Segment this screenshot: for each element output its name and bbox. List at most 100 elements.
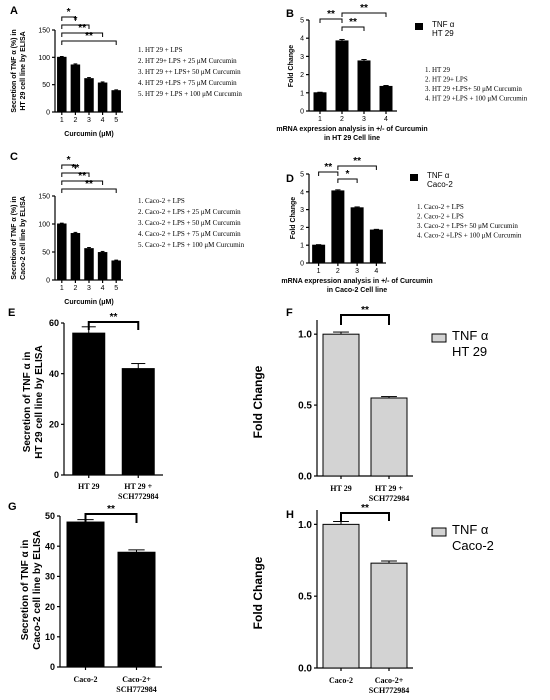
x-tick-label-f: HT 29 (330, 484, 351, 493)
x-tick-label-b: 4 (384, 116, 388, 123)
x-tick-label-d: 3 (355, 268, 359, 275)
x-tick-label-a: 3 (87, 117, 91, 124)
significance-label-g: ** (107, 504, 115, 515)
x-tick-label-a: 1 (60, 117, 64, 124)
significance-label-a: ** (78, 23, 86, 34)
y-tick-label-a: 100 (38, 55, 50, 62)
y-tick-label-d: 4 (300, 189, 304, 196)
bar-c-1 (57, 223, 67, 281)
y-tick-label-a: 0 (46, 109, 50, 116)
significance-bracket-a (61, 40, 117, 45)
panel-label-h: H (286, 509, 294, 521)
y-tick-label-f: 0.5 (298, 401, 312, 412)
significance-bracket-d (337, 165, 377, 170)
y-tick-label-d: 1 (300, 243, 304, 250)
significance-bracket-c (61, 180, 104, 185)
y-tick-label-f: 1.0 (298, 330, 312, 341)
significance-label-b: ** (327, 9, 335, 20)
x-tick-label-e: HT 29 + SCH772984 (118, 482, 158, 501)
bar-f-1 (322, 333, 360, 477)
y-tick-label-d: 5 (300, 171, 304, 178)
series-legend-swatch-f (431, 333, 447, 343)
x-tick-label-c: 1 (60, 285, 64, 292)
bar-f-2 (370, 397, 408, 477)
legend-item-d: 2. Caco-2 + LPS (417, 213, 464, 221)
y-axis-label-h: Fold Change (251, 556, 265, 629)
legend-item-b: 4. HT 29 +LPS + 100 μM Curcumin (425, 95, 528, 103)
legend-item-b: 1. HT 29 (425, 66, 450, 74)
legend-item-d: 3. Caco-2 + LPS+ 50 μM Curcumin (417, 222, 518, 230)
significance-bracket-a (61, 24, 90, 29)
series-legend-label-f: HT 29 (452, 344, 487, 359)
y-axis-label-g: Secretion of TNF α inCaco-2 cell line by… (20, 530, 43, 649)
bar-g-1 (66, 521, 105, 668)
legend-item-c: 3. Caco-2 + LPS + 50 μM Curcumin (138, 219, 241, 227)
x-axis-label-c: Curcumin (μM) (64, 299, 113, 306)
y-axis-label-f: Fold Change (251, 365, 265, 438)
legend-item-d: 4. Caco-2 +LPS + 100 μM Curcumin (417, 232, 522, 240)
y-tick-label-a: 150 (38, 27, 50, 34)
bar-a-1 (57, 56, 67, 113)
x-tick-label-b: 2 (340, 116, 344, 123)
bar-c-5 (111, 260, 121, 281)
bar-a-3 (84, 78, 94, 113)
y-tick-label-e: 20 (49, 419, 59, 429)
legend-item-a: 4. HT 29 +LPS + 75 μM Curcumin (138, 79, 237, 87)
significance-bracket-c (61, 188, 117, 193)
panel-label-b: B (286, 8, 294, 20)
series-legend-label-d: Caco-2 (427, 180, 453, 189)
significance-label-c: ** (78, 171, 86, 182)
y-tick-label-e: 40 (49, 369, 59, 379)
x-tick-label-a: 4 (101, 117, 105, 124)
y-tick-label-d: 0 (300, 260, 304, 267)
significance-bracket-a (61, 16, 76, 21)
panel-d: D 0 1 2 3 4 5 1 2 3 4 mRNA expression analysis in +… (281, 156, 522, 294)
legend-item-b: 3. HT 29 +LPS+ 50 μM Curcumin (425, 85, 522, 93)
x-tick-label-a: 2 (73, 117, 77, 124)
legend-item-c: 5. Caco-2 + LPS + 100 μM Curcumin (138, 241, 245, 249)
y-tick-label-b: 4 (300, 36, 304, 43)
bar-c-4 (97, 252, 108, 281)
y-tick-label-c: 50 (42, 249, 50, 256)
legend-item-c: 4. Caco-2 + LPS + 75 μM Curcumin (138, 230, 241, 238)
y-tick-label-b: 5 (300, 17, 304, 24)
x-tick-label-d: 1 (317, 268, 321, 275)
y-tick-label-g: 50 (45, 511, 55, 521)
significance-label-f: ** (361, 305, 369, 316)
significance-label-a: ** (85, 31, 93, 42)
x-axis-label-a: Curcumin (μM) (64, 131, 113, 138)
bar-e-2 (121, 368, 155, 476)
y-axis-label-e: Secretion of TNF α inHT 29 cell line by … (22, 345, 45, 458)
significance-label-b: ** (360, 3, 368, 14)
series-legend-swatch-h (431, 527, 447, 537)
y-tick-label-d: 2 (300, 225, 304, 232)
series-legend-swatch-b (415, 23, 423, 30)
significance-label-c: ** (85, 179, 93, 190)
bar-d-1 (312, 244, 326, 264)
y-tick-label-g: 10 (45, 632, 55, 642)
panel-b: B 0 1 2 3 4 5 1 2 3 4 mRNA expression analysis in +… (276, 3, 527, 142)
bar-d-3 (350, 207, 364, 264)
bar-c-3 (84, 248, 94, 281)
y-tick-label-e: 0 (54, 470, 59, 480)
bar-b-4 (379, 85, 393, 112)
x-tick-label-b: 3 (362, 116, 366, 123)
significance-bracket-f (340, 314, 390, 325)
panel-label-e: E (8, 307, 15, 319)
panel-label-g: G (8, 501, 17, 513)
panel-f: F 0.0 0.5 1.0 HT 29 HT 29 + SCH772984 Fold Chan… (251, 305, 489, 503)
x-axis-label-b: mRNA expression analysis in +/- of Curcu… (276, 126, 427, 142)
series-legend-label-d: TNF α (427, 171, 450, 180)
x-tick-label-c: 3 (87, 285, 91, 292)
y-tick-label-g: 20 (45, 602, 55, 612)
panel-label-a: A (10, 5, 18, 17)
significance-bracket-d (337, 178, 358, 183)
x-tick-label-c: 5 (114, 285, 118, 292)
significance-bracket-c (61, 164, 76, 169)
y-tick-label-b: 2 (300, 72, 304, 79)
y-tick-label-f: 0.0 (298, 472, 312, 483)
x-tick-label-c: 4 (101, 285, 105, 292)
y-axis-label-c: Secretion of TNF α (%) in Caco-2 cell lin… (11, 196, 27, 280)
